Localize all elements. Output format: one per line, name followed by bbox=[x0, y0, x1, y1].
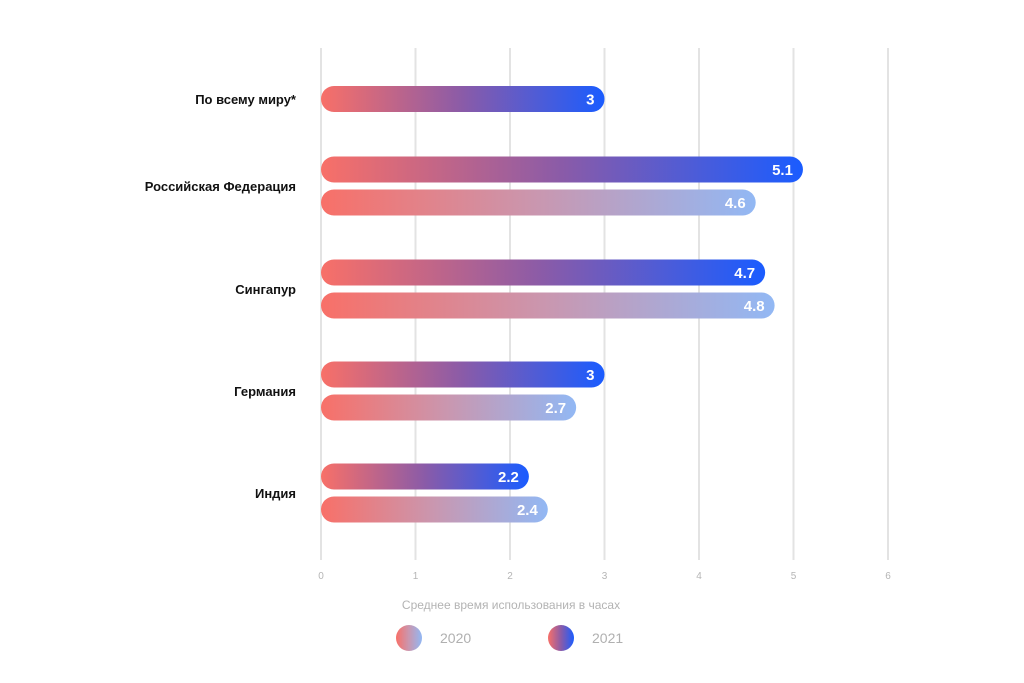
value-label: 2.2 bbox=[498, 469, 519, 486]
x-tick-label: 1 bbox=[413, 571, 419, 582]
value-label: 4.8 bbox=[744, 298, 765, 315]
bar-2020 bbox=[321, 496, 548, 523]
bar-2020 bbox=[321, 394, 577, 421]
value-label: 3 bbox=[586, 92, 594, 109]
bar-2021 bbox=[321, 361, 605, 388]
x-tick-label: 6 bbox=[885, 571, 891, 582]
legend: 2020 2021 bbox=[396, 625, 623, 651]
bar-2021 bbox=[321, 463, 529, 490]
legend-swatch-2021 bbox=[548, 625, 574, 651]
bar-2021 bbox=[321, 86, 605, 112]
category-label: По всему миру* bbox=[195, 92, 297, 107]
bar-2021 bbox=[321, 259, 766, 286]
category-label: Германия bbox=[234, 384, 296, 399]
bars bbox=[321, 86, 803, 523]
category-label: Российская Федерация bbox=[145, 179, 296, 194]
x-tick-label: 5 bbox=[791, 571, 797, 582]
bar-2020 bbox=[321, 292, 775, 319]
value-label: 2.4 bbox=[517, 502, 539, 519]
legend-label: 2021 bbox=[592, 630, 623, 646]
value-label: 4.7 bbox=[734, 265, 755, 282]
value-label: 2.7 bbox=[545, 400, 566, 417]
value-label: 4.6 bbox=[725, 195, 746, 212]
value-label: 3 bbox=[586, 367, 594, 384]
x-tick-label: 2 bbox=[507, 571, 513, 582]
legend-swatch-2020 bbox=[396, 625, 422, 651]
bar-2021 bbox=[321, 156, 803, 183]
bar-2020 bbox=[321, 189, 756, 216]
x-axis-title: Среднее время использования в часах bbox=[402, 598, 620, 612]
value-label: 5.1 bbox=[772, 162, 793, 179]
x-tick-label: 3 bbox=[602, 571, 608, 582]
labels: 0 1 2 3 4 5 6 По всему миру* 3 Российская Федерац… bbox=[145, 92, 892, 583]
x-tick-label: 4 bbox=[696, 571, 702, 582]
x-tick-label: 0 bbox=[318, 571, 324, 582]
legend-label: 2020 bbox=[440, 630, 471, 646]
category-label: Сингапур bbox=[235, 282, 296, 297]
category-label: Индия bbox=[255, 486, 296, 501]
